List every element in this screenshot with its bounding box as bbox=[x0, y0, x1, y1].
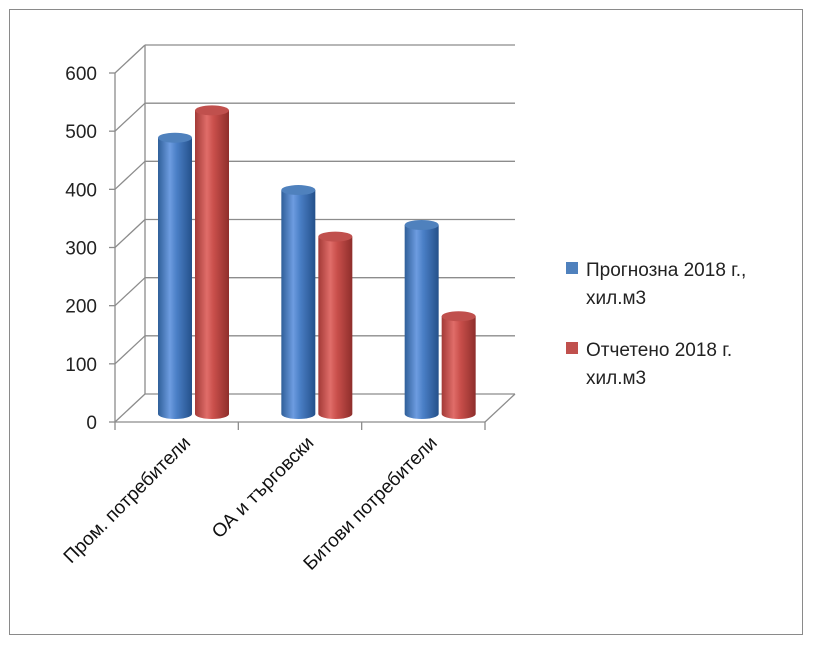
bar bbox=[195, 105, 229, 420]
bar bbox=[158, 132, 192, 420]
bar-top bbox=[318, 231, 353, 242]
gridline-diagonal bbox=[114, 335, 146, 365]
bar-top bbox=[404, 219, 439, 230]
y-tick-label: 400 bbox=[65, 180, 97, 201]
bar-body bbox=[318, 236, 353, 419]
bar-top bbox=[195, 105, 229, 116]
bars bbox=[158, 105, 476, 420]
y-axis-ticks: 0 100 200 300 400 500 600 bbox=[65, 64, 97, 434]
y-tick-label: 0 bbox=[86, 413, 97, 434]
bar-body bbox=[195, 110, 229, 420]
category-label: ОА и търговски bbox=[208, 433, 318, 543]
y-tick-label: 500 bbox=[65, 122, 97, 143]
bar-body bbox=[441, 316, 476, 419]
bar bbox=[404, 219, 439, 419]
gridline-diagonal bbox=[114, 393, 146, 423]
legend-label: Прогнозна 2018 г., bbox=[586, 260, 746, 281]
bar-top bbox=[441, 311, 476, 322]
bar bbox=[441, 311, 476, 419]
legend-label: хил.м3 bbox=[586, 288, 646, 309]
gridline-diagonal bbox=[114, 102, 146, 132]
legend-swatch bbox=[566, 342, 578, 354]
category-label: Пром. потребители bbox=[60, 433, 195, 568]
legend: Прогнозна 2018 г., хил.м3 Отчетено 2018 г.… bbox=[566, 260, 746, 389]
y-tick-label: 100 bbox=[65, 355, 97, 376]
category-label: Битови потребители bbox=[300, 433, 442, 575]
bar-body bbox=[404, 224, 439, 419]
bar-top bbox=[281, 185, 316, 196]
y-tick-label: 200 bbox=[65, 297, 97, 318]
x-axis bbox=[114, 393, 516, 430]
bar bbox=[281, 185, 316, 419]
y-tick-label: 600 bbox=[65, 64, 97, 85]
bar bbox=[318, 231, 353, 419]
bar-body bbox=[158, 137, 192, 420]
floor-right-edge bbox=[484, 393, 516, 423]
gridline-diagonal bbox=[114, 44, 146, 74]
gridline-diagonal bbox=[114, 219, 146, 248]
legend-label: Отчетено 2018 г. bbox=[586, 340, 732, 361]
bar-top bbox=[158, 132, 192, 143]
y-tick-label: 300 bbox=[65, 239, 97, 260]
gridline-diagonal bbox=[114, 277, 146, 307]
bar-body bbox=[281, 190, 316, 419]
legend-label: хил.м3 bbox=[586, 368, 646, 389]
gridline-diagonal bbox=[114, 160, 146, 190]
legend-swatch bbox=[566, 262, 578, 274]
